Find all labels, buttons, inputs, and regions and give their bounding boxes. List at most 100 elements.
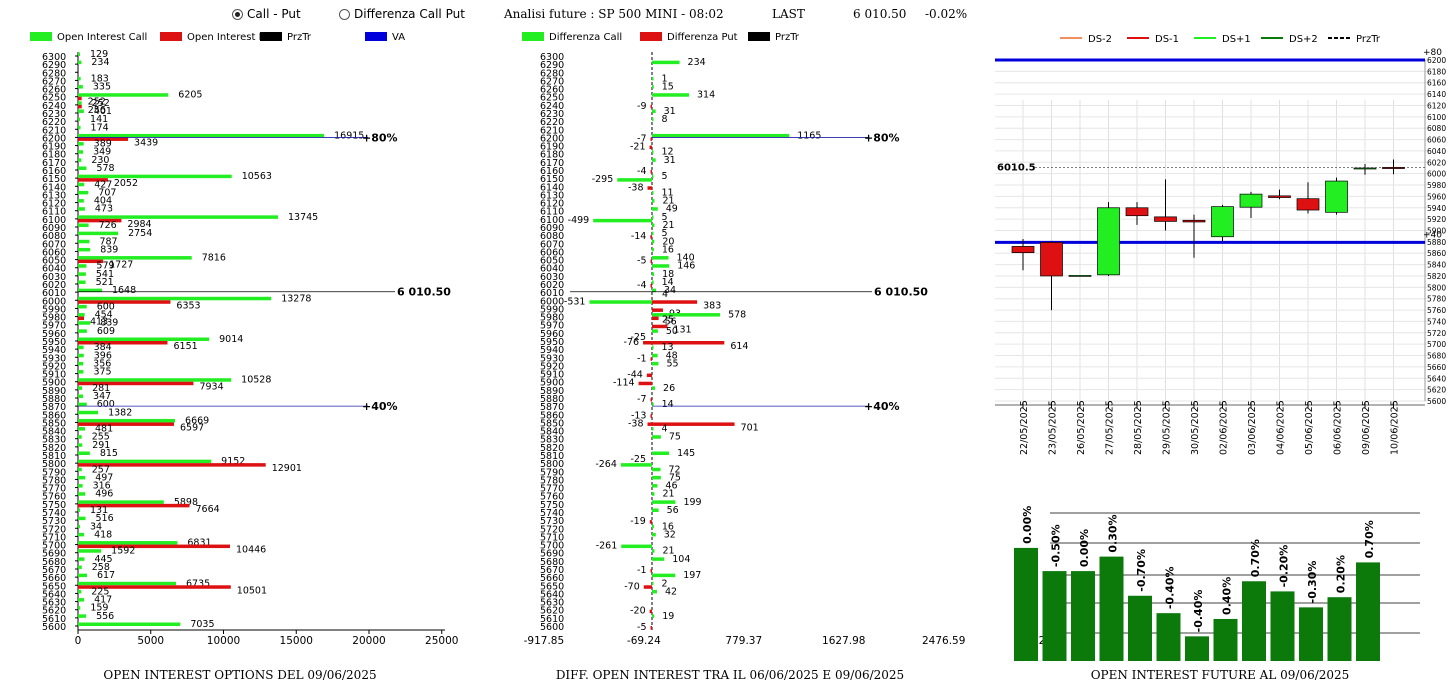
put-label: 1727 <box>109 260 133 271</box>
call-diff-bar <box>652 215 654 219</box>
call-diff-label: 75 <box>669 472 681 483</box>
candle-body <box>1068 275 1092 277</box>
call-bar <box>78 142 84 146</box>
y-tick-label: 6160 <box>1427 79 1446 88</box>
y-tick-label: 5980 <box>42 313 66 324</box>
y-tick-label: 5800 <box>1427 283 1446 292</box>
call-diff-label: 20 <box>662 236 674 247</box>
y-tick-label: 6250 <box>42 93 66 104</box>
y-tick-label: 6260 <box>540 85 564 96</box>
y-tick-label: 5620 <box>42 606 66 617</box>
oi-bar <box>1213 618 1238 661</box>
put-bar <box>78 218 122 223</box>
footer-right: OPEN INTEREST FUTURE AL 09/06/2025 <box>1090 668 1350 682</box>
x-tick-label: 05/06/2025 <box>1304 400 1315 455</box>
y-tick-label: 6170 <box>42 158 66 169</box>
put-bar <box>78 104 82 109</box>
put-diff-bar <box>646 373 652 378</box>
put-label: 252 <box>88 97 106 108</box>
y-tick-label: 5770 <box>42 484 66 495</box>
call-diff-label: 2 <box>662 578 668 589</box>
y-tick-label: 6170 <box>540 158 564 169</box>
call-bar <box>78 76 81 81</box>
y-tick-label: 6040 <box>540 264 564 275</box>
y-tick-label: 6200 <box>1427 56 1446 65</box>
legend-label: DS+1 <box>1222 34 1251 45</box>
call-diff-label: 1 <box>662 73 668 84</box>
call-bar <box>78 158 82 162</box>
call-bar <box>78 223 89 227</box>
put-diff-bar <box>643 341 652 345</box>
call-bar <box>78 353 84 358</box>
y-tick-label: 6250 <box>540 93 564 104</box>
legend-swatch <box>365 32 387 41</box>
y-tick-label: 5830 <box>42 435 66 446</box>
call-diff-label: 16 <box>662 521 674 532</box>
x-tick-label: 28/05/2025 <box>1133 400 1144 455</box>
call-label: 7816 <box>202 253 226 264</box>
call-bar <box>78 500 164 504</box>
y-tick-label: 5960 <box>1427 192 1446 201</box>
radio-diff[interactable]: Differenza Call Put <box>339 7 465 21</box>
put-bar <box>78 544 230 549</box>
call-bar <box>78 313 85 317</box>
call-diff-label: 72 <box>668 464 680 475</box>
call-diff-label: 21 <box>662 489 674 500</box>
put-diff-bar <box>638 381 652 386</box>
y-tick-label: 6180 <box>1427 67 1446 76</box>
put-diff-label: -14 <box>631 231 647 242</box>
call-diff-label: 13 <box>662 342 674 353</box>
y-tick-label: 6130 <box>42 190 66 201</box>
put-diff-bar <box>650 104 652 109</box>
y-tick-label: 5820 <box>540 443 564 454</box>
y-tick-label: 6080 <box>42 231 66 242</box>
y-tick-label: 5750 <box>42 500 66 511</box>
call-diff-label: 14 <box>662 277 674 288</box>
oi-bar-label: 0.70% <box>1249 539 1262 577</box>
put-label: 6597 <box>180 422 204 433</box>
call-bar <box>78 475 86 480</box>
last-value: 6 010.50 <box>853 7 907 21</box>
y-tick-label: 5720 <box>42 524 66 535</box>
y-tick-label: 5870 <box>540 402 564 413</box>
y-tick-label: 5640 <box>540 589 564 600</box>
call-label: 347 <box>93 391 111 402</box>
call-bar <box>78 394 84 398</box>
call-label: 401 <box>94 106 112 117</box>
y-tick-label: 6060 <box>540 247 564 258</box>
call-label: 6205 <box>178 90 202 101</box>
call-diff-bar <box>652 435 661 439</box>
call-diff-bar <box>652 467 661 472</box>
candle-body <box>1296 198 1320 211</box>
y-tick-label: 5680 <box>1427 352 1446 361</box>
y-tick-label: 6100 <box>42 215 66 226</box>
open-interest-chart: Open Interest Call Open Interest Put PrzTr… <box>30 32 458 647</box>
y-tick-label: 6270 <box>42 76 66 87</box>
y-tick-label: 5900 <box>42 378 66 389</box>
y-tick-label: 5940 <box>42 345 66 356</box>
y-tick-label: 6190 <box>42 142 66 153</box>
put-diff-label: -76 <box>624 337 640 348</box>
x-tick-label: 23/05/2025 <box>1048 400 1059 455</box>
call-diff-label: 234 <box>688 57 706 68</box>
put-bar <box>78 463 266 467</box>
call-diff-bar <box>652 492 655 496</box>
y-tick-label: 6120 <box>1427 101 1446 110</box>
x-tick-label: 26/05/2025 <box>1076 400 1087 455</box>
radio-call-put[interactable]: Call - Put <box>232 7 301 21</box>
y-tick-label: 6300 <box>42 52 66 63</box>
put-bar <box>78 259 104 264</box>
y-tick-label: 5910 <box>42 370 66 381</box>
x-tick-label: 0 <box>75 635 82 647</box>
call-diff-label: 46 <box>665 481 677 492</box>
put-bar <box>78 178 108 182</box>
oi-bar-label: -0.20% <box>1278 545 1291 588</box>
call-label: 1382 <box>108 407 132 418</box>
y-tick-label: 5890 <box>540 386 564 397</box>
put-diff-bar <box>649 520 652 524</box>
call-diff-bar <box>652 133 790 138</box>
call-label: 396 <box>94 350 112 361</box>
call-diff-label: 48 <box>666 350 678 361</box>
call-bar <box>78 288 102 293</box>
y-tick-label: 5730 <box>540 516 564 527</box>
